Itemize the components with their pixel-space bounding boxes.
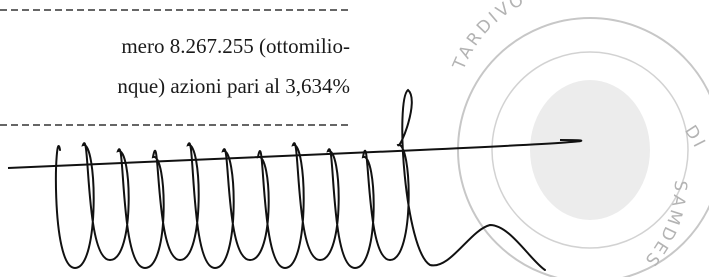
stamp-emblem bbox=[530, 80, 650, 220]
stamp-text: TARDIVO MONICA bbox=[449, 0, 625, 74]
document-page: TARDIVO MONICA DI SAMDES53 mero 8.267.25… bbox=[0, 0, 709, 277]
document: TARDIVO MONICA DI SAMDES53 mero 8.267.25… bbox=[0, 0, 709, 277]
text-line: nque) azioni pari al 3,634% bbox=[117, 74, 350, 98]
stamp-top: TARDIVO MONICA bbox=[449, 0, 625, 74]
stamp: TARDIVO MONICA DI SAMDES53 bbox=[0, 0, 709, 277]
signature bbox=[56, 90, 545, 270]
text-line: mero 8.267.255 (ottomilio- bbox=[121, 34, 350, 58]
